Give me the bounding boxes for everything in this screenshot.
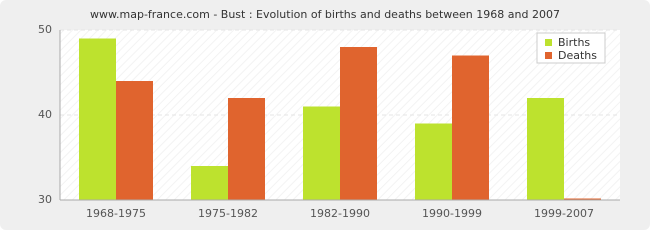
chart-title: www.map-france.com - Bust : Evolution of… [90, 8, 560, 21]
x-tick-label: 1982-1990 [310, 207, 370, 220]
legend-swatch [545, 52, 552, 59]
legend-label: Births [558, 36, 590, 49]
legend-swatch [545, 39, 552, 46]
bar [452, 55, 489, 200]
y-tick-label: 30 [38, 193, 52, 206]
x-tick-label: 1990-1999 [422, 207, 482, 220]
bar [340, 47, 377, 200]
bar [79, 38, 116, 200]
x-tick-label: 1999-2007 [534, 207, 594, 220]
bar [527, 98, 564, 200]
y-tick-label: 50 [38, 23, 52, 36]
x-tick-label: 1975-1982 [198, 207, 258, 220]
legend-label: Deaths [558, 49, 597, 62]
bar [228, 98, 265, 200]
bar [564, 198, 601, 200]
y-tick-label: 40 [38, 108, 52, 121]
bar [303, 106, 340, 200]
x-tick-label: 1968-1975 [86, 207, 146, 220]
bar [116, 81, 153, 200]
bar [415, 123, 452, 200]
bar [191, 166, 228, 200]
chart: www.map-france.com - Bust : Evolution of… [0, 0, 650, 230]
